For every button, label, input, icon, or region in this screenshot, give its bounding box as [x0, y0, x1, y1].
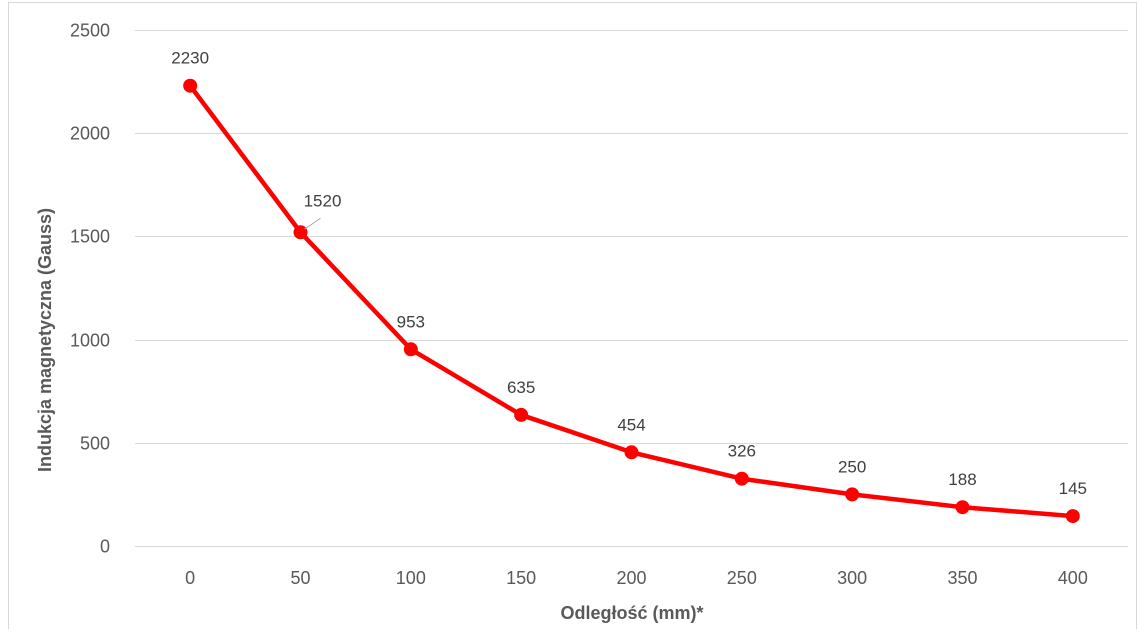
data-point [183, 78, 198, 93]
chart-border [8, 2, 1137, 634]
y-tick-label: 2000 [70, 124, 110, 144]
y-tick-label: 0 [100, 537, 110, 557]
x-tick-label: 350 [947, 568, 977, 588]
data-point [845, 487, 860, 502]
y-axis-ticks: 0 500 1000 1500 2000 2500 [70, 21, 110, 557]
y-tick-label: 1500 [70, 227, 110, 247]
x-tick-label: 100 [396, 568, 426, 588]
data-label: 2230 [171, 49, 209, 68]
gridlines [135, 30, 1128, 547]
series [183, 78, 1080, 524]
data-point [734, 471, 749, 486]
data-point [955, 500, 970, 515]
data-label: 635 [507, 378, 535, 397]
y-tick-label: 1000 [70, 331, 110, 351]
data-label-leader [304, 217, 321, 230]
data-point [403, 342, 418, 357]
data-point [1065, 509, 1080, 524]
data-point [293, 225, 308, 240]
x-axis-ticks: 0 50 100 150 200 250 300 350 400 [185, 568, 1088, 588]
y-tick-label: 2500 [70, 21, 110, 41]
x-tick-label: 50 [290, 568, 310, 588]
x-tick-label: 200 [616, 568, 646, 588]
data-point [514, 407, 529, 422]
data-label: 953 [397, 312, 425, 331]
data-label: 250 [838, 457, 866, 476]
data-label: 326 [728, 442, 756, 461]
y-tick-label: 500 [80, 434, 110, 454]
data-point [624, 445, 639, 460]
x-axis-title: Odległość (mm)* [560, 603, 703, 623]
x-tick-label: 300 [837, 568, 867, 588]
x-tick-label: 250 [727, 568, 757, 588]
data-label: 454 [617, 415, 645, 434]
data-label: 145 [1059, 479, 1087, 498]
data-label: 1520 [304, 191, 342, 210]
x-tick-label: 400 [1058, 568, 1088, 588]
data-label: 188 [948, 470, 976, 489]
x-tick-label: 0 [185, 568, 195, 588]
data-labels: 2230 1520 953 635 454 326 250 188 145 [171, 49, 1087, 498]
y-axis-title: Indukcja magnetyczna (Gauss) [35, 208, 55, 472]
x-tick-label: 150 [506, 568, 536, 588]
